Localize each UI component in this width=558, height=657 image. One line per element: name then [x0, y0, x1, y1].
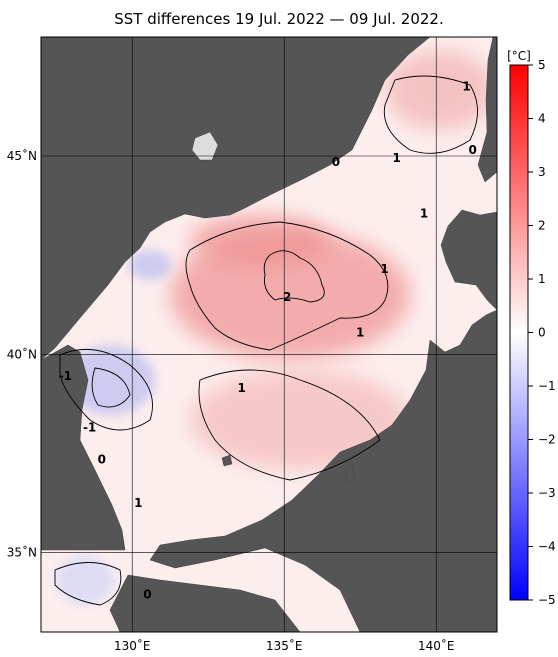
contour-0-west	[59, 348, 153, 431]
colorbar-labels: 5 4 3 2 1 0 −1 −2 −3 −4 −5	[528, 58, 556, 607]
warm-anomaly-northeast	[385, 50, 495, 130]
colorbar-gradient	[509, 64, 529, 601]
map-title: SST differences 19 Jul. 2022 — 09 Jul. 2…	[114, 10, 444, 28]
colorbar: [°C] 5 4 3 2 1 0 −1 −2 −3 −4 −5	[507, 49, 556, 607]
lon-tick-label: 135˚E	[266, 638, 303, 653]
contour-label: 1	[380, 262, 388, 276]
sakhalin-island	[477, 37, 497, 183]
lon-tick-label: 140˚E	[418, 638, 455, 653]
warm-anomaly-south	[190, 370, 410, 470]
graticule	[41, 37, 497, 632]
shikoku-kyushu	[109, 574, 301, 632]
contour-1-central	[185, 221, 389, 351]
contour-label: 0	[143, 587, 151, 601]
map-frame	[40, 36, 498, 633]
colorbar-label: 2	[538, 219, 546, 233]
cool-anomaly-korea-coast	[128, 250, 172, 280]
contour-label: -1	[59, 369, 72, 383]
contour-1-north	[383, 75, 478, 154]
contour-label: 0	[98, 452, 106, 466]
contour-minus1-west	[91, 367, 131, 408]
hokkaido-island	[440, 209, 497, 311]
contour-label: 2	[283, 290, 291, 304]
contour-label: 1	[237, 381, 245, 395]
map-area: 1 0 1 0 1 1 2 1 1 -1 -1 0 1 0	[41, 37, 497, 632]
sado-island	[344, 464, 356, 483]
contour-label: 0	[469, 143, 477, 157]
contour-label: -1	[83, 421, 96, 435]
colorbar-label: 5	[538, 58, 546, 72]
contour-label: 0	[332, 155, 340, 169]
colorbar-label: 4	[538, 112, 546, 126]
korean-peninsula	[41, 344, 126, 551]
lat-tick-label: 35˚N	[7, 545, 37, 560]
contour-label: 1	[134, 496, 142, 510]
contour-0-southwest	[54, 562, 122, 606]
contour-2	[263, 250, 325, 303]
rishiri-island	[191, 131, 219, 161]
warm-anomaly-north	[190, 215, 330, 265]
colorbar-label: −3	[538, 486, 556, 500]
asian-continent	[41, 37, 431, 361]
colorbar-label: −4	[538, 540, 556, 554]
colorbar-label: −5	[538, 593, 556, 607]
lat-tick-label: 40˚N	[7, 346, 37, 361]
axis-tick-labels: 130˚E 135˚E 140˚E 35˚N 40˚N 45˚N	[7, 148, 455, 653]
oki-island	[221, 454, 233, 467]
contour-1-south	[198, 369, 381, 481]
contour-label: 1	[420, 207, 428, 221]
colorbar-label: 0	[538, 326, 546, 340]
colorbar-label: 1	[538, 272, 546, 286]
colorbar-label: −1	[538, 379, 556, 393]
colorbar-label: −2	[538, 433, 556, 447]
contour-label: 1	[462, 80, 470, 94]
colorbar-label: 3	[538, 165, 546, 179]
cool-anomaly-southwest	[55, 555, 115, 605]
colorbar-unit: [°C]	[507, 49, 531, 63]
contour-labels: 1 0 1 0 1 1 2 1 1 -1 -1 0 1 0	[59, 80, 477, 602]
contour-lines	[54, 75, 478, 606]
lon-tick-label: 130˚E	[114, 638, 151, 653]
lat-tick-label: 45˚N	[7, 148, 37, 163]
contour-label: 1	[356, 326, 364, 340]
contour-label: 1	[393, 151, 401, 165]
